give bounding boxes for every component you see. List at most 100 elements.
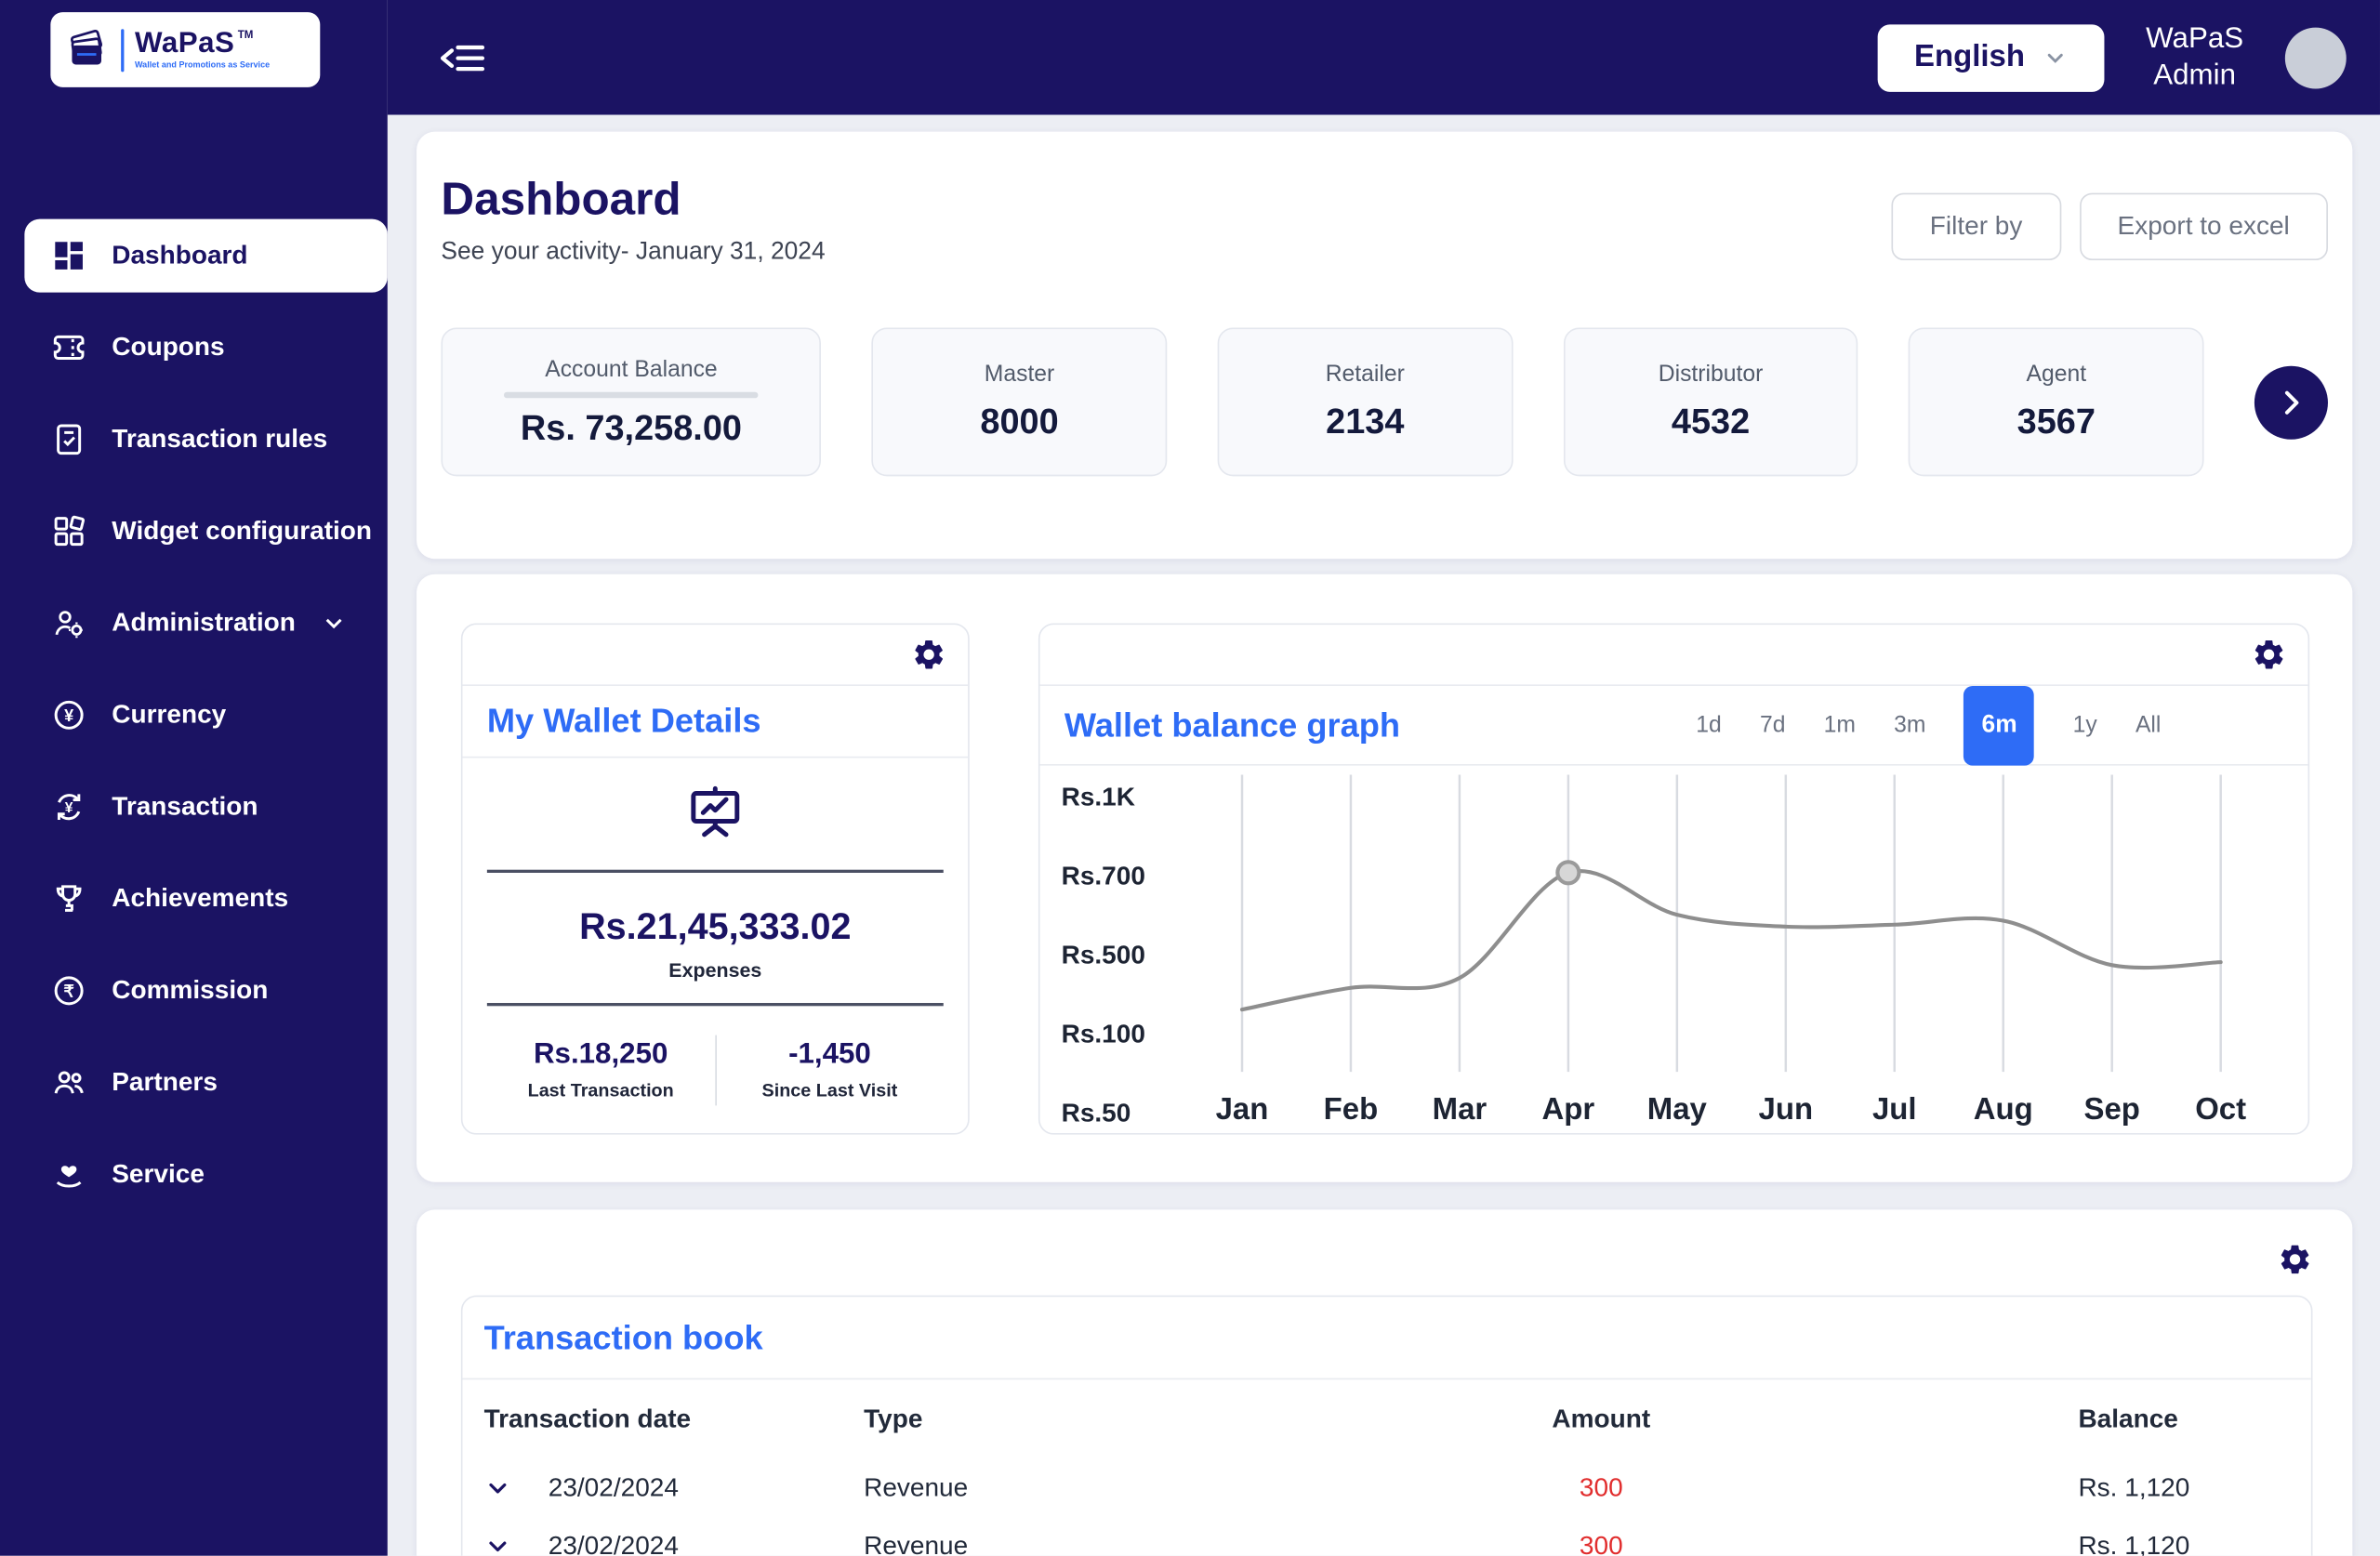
sidebar-item-service[interactable]: Service	[0, 1138, 388, 1211]
sidebar-item-currency[interactable]: ¥ Currency	[0, 679, 388, 752]
stat-label: Distributor	[1658, 361, 1764, 388]
dashboard-icon	[50, 237, 87, 274]
sidebar-collapse-icon[interactable]	[440, 37, 485, 77]
since-last-visit-stat: -1,450 Since Last Visit	[716, 1038, 944, 1101]
sidebar-item-label: Currency	[112, 699, 227, 730]
divider	[714, 1034, 717, 1105]
sidebar: WaPaS TM Wallet and Promotions as Servic…	[0, 0, 388, 1556]
sidebar-item-dashboard[interactable]: Dashboard	[24, 218, 388, 293]
stat-card-account-balance: Account Balance Rs. 73,258.00	[441, 327, 822, 477]
stat-value: 3567	[2016, 401, 2096, 442]
wallet-settings-gear-icon[interactable]	[911, 637, 946, 672]
sidebar-item-label: Coupons	[112, 332, 225, 362]
range-tab-1y[interactable]: 1y	[2072, 712, 2097, 739]
sidebar-item-administration[interactable]: Administration	[0, 587, 388, 660]
svg-text:Jul: Jul	[1872, 1091, 1917, 1126]
svg-text:Jan: Jan	[1216, 1091, 1269, 1126]
sidebar-item-transaction[interactable]: ¥ Transaction	[0, 771, 388, 844]
language-selector[interactable]: English	[1877, 23, 2105, 92]
row-expand-chevron-icon[interactable]	[484, 1533, 512, 1556]
sidebar-item-widget-configuration[interactable]: Widget configuration	[0, 494, 388, 568]
sidebar-item-label: Service	[112, 1159, 205, 1189]
sidebar-nav: Dashboard Coupons Transaction rules Widg…	[0, 218, 388, 1211]
transaction-book-settings-gear-icon[interactable]	[2278, 1241, 2313, 1276]
sidebar-item-coupons[interactable]: Coupons	[0, 310, 388, 384]
filter-by-button[interactable]: Filter by	[1891, 192, 2061, 261]
sidebar-item-label: Commission	[112, 975, 269, 1005]
svg-text:Mar: Mar	[1433, 1091, 1488, 1126]
since-last-visit-value: -1,450	[788, 1037, 871, 1071]
app-logo[interactable]: WaPaS TM Wallet and Promotions as Servic…	[50, 12, 321, 87]
wallet-balance-graph-title: Wallet balance graph	[1064, 705, 1401, 744]
svg-text:Jun: Jun	[1759, 1091, 1814, 1126]
currency-icon: ¥	[50, 697, 87, 734]
sidebar-item-label: Achievements	[112, 883, 289, 913]
stats-next-button[interactable]	[2254, 364, 2328, 439]
graph-settings-gear-icon[interactable]	[2252, 637, 2287, 672]
last-transaction-label: Last Transaction	[527, 1079, 674, 1101]
transaction-book-title: Transaction book	[462, 1297, 2311, 1380]
column-header-type: Type	[864, 1404, 923, 1433]
sidebar-item-transaction-rules[interactable]: Transaction rules	[0, 402, 388, 476]
stat-card-distributor: Distributor 4532	[1563, 327, 1858, 477]
sidebar-item-achievements[interactable]: Achievements	[0, 862, 388, 935]
svg-text:₹: ₹	[63, 982, 74, 1000]
chevron-right-icon	[2284, 389, 2299, 414]
row-expand-chevron-icon[interactable]	[484, 1474, 512, 1502]
achievements-icon	[50, 880, 87, 917]
svg-text:Rs.100: Rs.100	[1062, 1020, 1145, 1048]
range-tab-1d[interactable]: 1d	[1696, 712, 1722, 739]
wallet-expenses-value: Rs.21,45,333.02	[579, 906, 852, 948]
svg-text:Sep: Sep	[2083, 1091, 2139, 1126]
svg-text:Rs.500: Rs.500	[1062, 941, 1145, 969]
stat-card-agent: Agent 3567	[1909, 327, 2204, 477]
transaction-type: Revenue	[864, 1472, 969, 1503]
range-tab-all[interactable]: All	[2135, 712, 2162, 739]
sidebar-item-label: Administration	[112, 607, 296, 638]
sidebar-item-partners[interactable]: Partners	[0, 1046, 388, 1119]
stat-label: Master	[984, 361, 1055, 388]
transaction-balance: Rs. 1,120	[2078, 1531, 2190, 1556]
since-last-visit-label: Since Last Visit	[761, 1079, 898, 1101]
sidebar-item-label: Transaction rules	[112, 424, 328, 454]
range-tab-7d[interactable]: 7d	[1759, 712, 1786, 739]
transaction-amount: 300	[1579, 1531, 1623, 1556]
sidebar-item-label: Dashboard	[112, 240, 248, 270]
column-header-transaction-date: Transaction date	[483, 1404, 692, 1433]
account-balance-progress	[504, 390, 759, 398]
wallet-expenses-label: Expenses	[668, 958, 762, 982]
transaction-table: Transaction date Type Amount Balance 23/…	[462, 1379, 2310, 1556]
topbar: English WaPaS Admin	[387, 0, 2380, 115]
stat-value: 2134	[1326, 401, 1405, 442]
page-subtitle: See your activity- January 31, 2024	[441, 238, 826, 265]
main-content: Dashboard See your activity- January 31,…	[387, 114, 2380, 1556]
last-transaction-value: Rs.18,250	[533, 1037, 668, 1071]
transaction-book-card: Transaction book Transaction date Type A…	[460, 1295, 2313, 1556]
range-tab-6m[interactable]: 6m	[1964, 685, 2035, 765]
range-tab-3m[interactable]: 3m	[1894, 712, 1926, 739]
wallet-balance-chart: Jan Feb Mar Apr May Jun Jul Aug Sep Oct Rs.1K Rs.70…	[1062, 774, 2246, 1127]
stat-card-master: Master 8000	[871, 327, 1168, 477]
chevron-down-icon	[2047, 53, 2063, 63]
coupons-icon	[50, 329, 87, 366]
svg-text:¥: ¥	[65, 800, 73, 816]
range-tab-1m[interactable]: 1m	[1823, 712, 1856, 739]
stat-label: Retailer	[1325, 361, 1405, 388]
svg-text:Aug: Aug	[1974, 1091, 2033, 1126]
table-row[interactable]: 23/02/2024 Revenue 300 Rs. 1,120	[484, 1459, 2290, 1518]
svg-text:May: May	[1647, 1091, 1708, 1126]
transaction-table-header: Transaction date Type Amount Balance	[484, 1379, 2290, 1459]
table-row[interactable]: 23/02/2024 Revenue 300 Rs. 1,120	[484, 1518, 2290, 1556]
sidebar-item-label: Partners	[112, 1067, 218, 1097]
divider	[486, 869, 944, 873]
chevron-down-icon[interactable]	[320, 610, 348, 638]
export-to-excel-button[interactable]: Export to excel	[2079, 192, 2328, 261]
sidebar-item-commission[interactable]: ₹ Commission	[0, 954, 388, 1027]
sidebar-item-label: Transaction	[112, 791, 258, 821]
svg-text:Rs.50: Rs.50	[1062, 1099, 1131, 1127]
user-name: WaPaS Admin	[2146, 22, 2244, 92]
transaction-book-section-card: Transaction book Transaction date Type A…	[416, 1209, 2353, 1556]
logo-separator	[121, 28, 125, 72]
avatar[interactable]	[2284, 26, 2347, 88]
